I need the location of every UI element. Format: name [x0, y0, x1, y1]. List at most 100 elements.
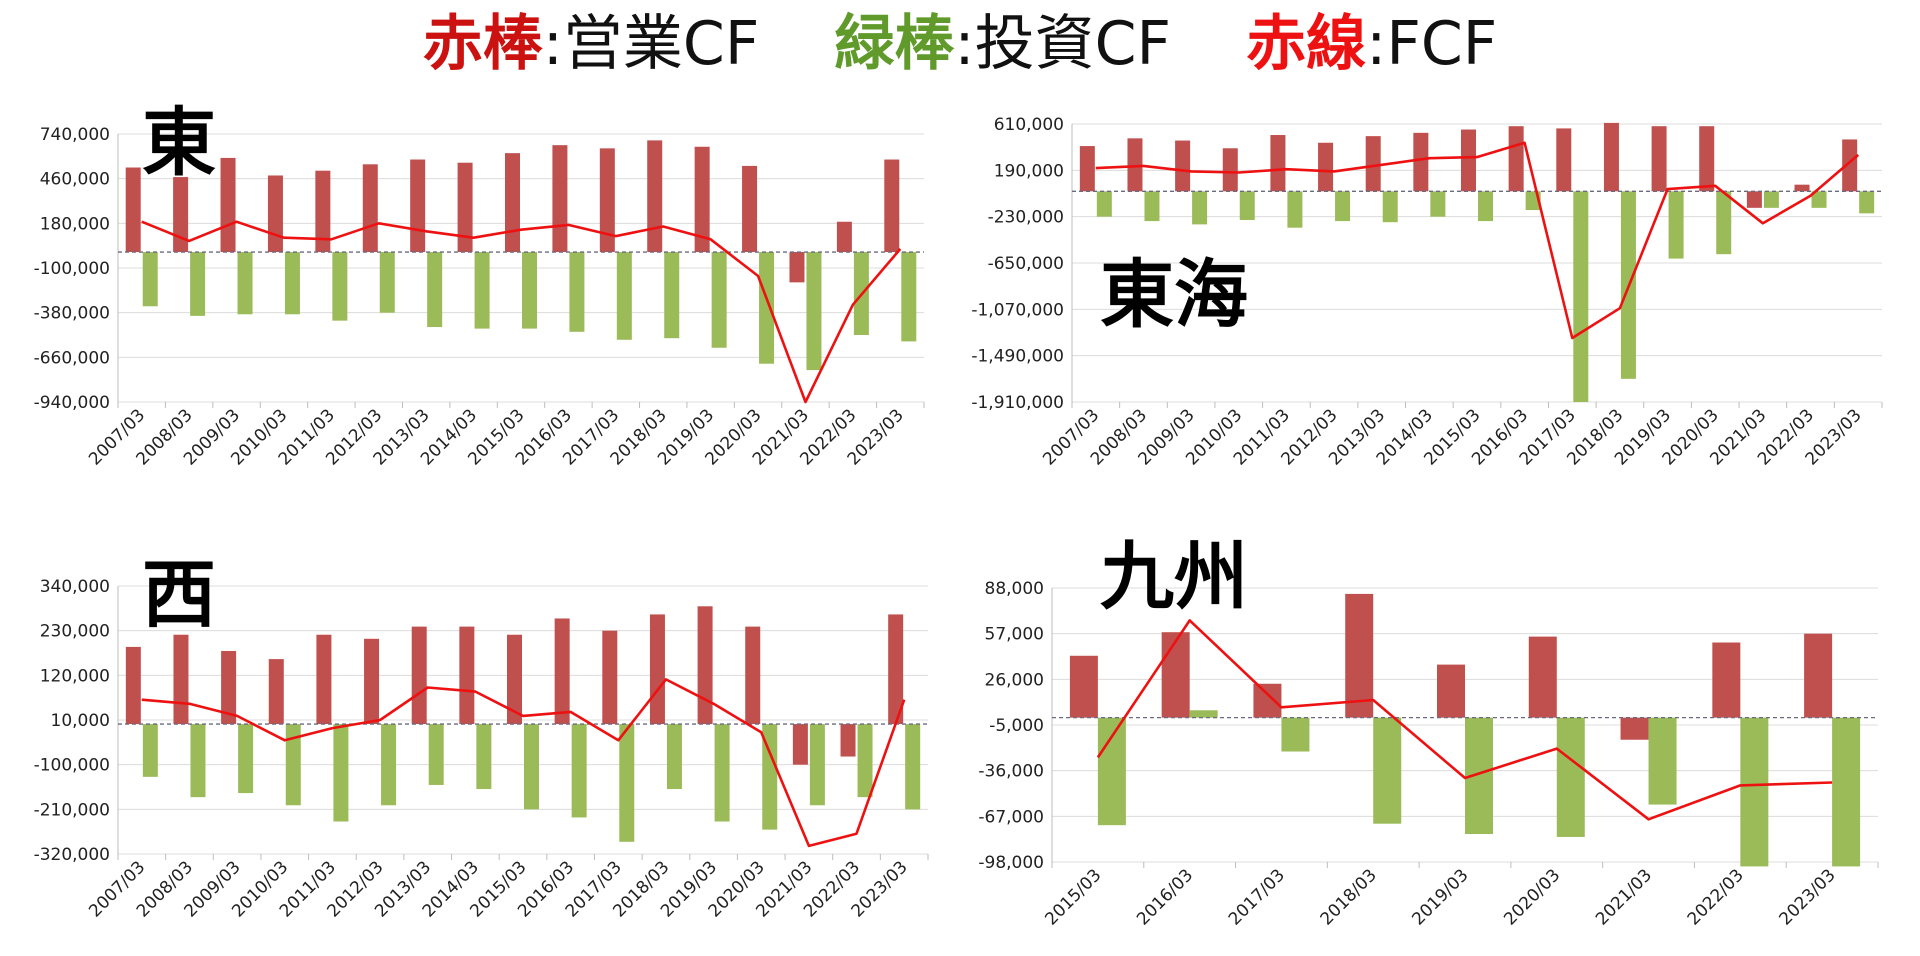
investing-cf-bar — [524, 724, 539, 810]
y-tick-label: -320,000 — [34, 845, 110, 865]
operating-cf-bar — [1161, 632, 1190, 718]
operating-cf-bar — [836, 221, 852, 253]
operating-cf-bar — [1508, 126, 1524, 192]
investing-cf-bar — [619, 724, 635, 842]
investing-cf-bar — [759, 252, 775, 364]
y-tick-label: 740,000 — [40, 125, 110, 145]
investing-cf-bar — [1373, 717, 1402, 824]
y-tick-label: -100,000 — [34, 756, 110, 776]
operating-cf-bar — [1556, 128, 1572, 192]
investing-cf-bar — [762, 724, 778, 830]
operating-cf-bar — [1620, 717, 1649, 740]
y-tick-label: 460,000 — [40, 170, 110, 190]
investing-cf-bar — [666, 724, 682, 790]
operating-cf-bar — [1842, 139, 1858, 192]
chart-west-svg: 340,000 230,000 120,000 10,000 -100,000 -210,… — [34, 577, 929, 921]
investing-cf-bar — [190, 252, 206, 316]
investing-cf-bar — [1430, 191, 1446, 217]
legend-investing: 緑棒:投資CF — [834, 9, 1171, 79]
operating-cf-bar — [1746, 191, 1762, 208]
y-tick-label: -100,000 — [34, 259, 110, 279]
investing-cf-bar — [1740, 717, 1769, 867]
operating-cf-bar — [647, 140, 663, 253]
operating-cf-bar — [268, 659, 284, 725]
operating-cf-bar — [1365, 136, 1381, 192]
x-tick-label: 2016/03 — [1133, 865, 1197, 929]
investing-cf-bar — [238, 724, 254, 794]
legend-investing-text: :投資CF — [954, 9, 1172, 79]
legend-fcf: 赤線:FCF — [1246, 9, 1497, 79]
y-tick-label: 180,000 — [40, 214, 110, 234]
operating-cf-bar — [459, 626, 475, 725]
operating-cf-bar — [173, 177, 189, 253]
operating-cf-bar — [1712, 642, 1741, 718]
operating-cf-bar — [1794, 184, 1810, 192]
operating-cf-bar — [173, 634, 189, 725]
investing-cf-bar — [427, 252, 443, 328]
y-tick-label: -1,910,000 — [971, 393, 1064, 413]
operating-cf-bar — [697, 606, 713, 725]
investing-cf-bar — [284, 252, 300, 315]
investing-cf-bar — [1189, 710, 1218, 718]
chart-west: 340,000 230,000 120,000 10,000 -100,000 -210,… — [0, 546, 960, 956]
x-tick-label: 2021/03 — [1592, 865, 1656, 929]
y-tick-label: -36,000 — [978, 762, 1044, 782]
operating-cf-bar — [316, 634, 332, 725]
y-tick-label: -230,000 — [988, 208, 1064, 228]
operating-cf-bar — [1699, 126, 1715, 192]
investing-cf-bar — [1287, 191, 1303, 228]
operating-cf-bar — [1528, 636, 1557, 718]
y-tick-label: -1,490,000 — [971, 347, 1064, 367]
investing-cf-bar — [809, 724, 825, 806]
investing-cf-bar — [428, 724, 444, 785]
investing-cf-bar — [333, 724, 349, 822]
y-tick-label: 190,000 — [994, 161, 1064, 181]
operating-cf-bar — [599, 148, 615, 253]
chart-tokai-svg: 610,000 190,000 -230,000 -650,000 -1,070,000… — [971, 115, 1883, 469]
investing-cf-bar — [522, 252, 537, 329]
operating-cf-bar — [410, 159, 426, 253]
x-tick-label: 2019/03 — [1408, 865, 1472, 929]
operating-cf-bar — [1461, 129, 1476, 192]
operating-cf-bar — [315, 170, 331, 253]
x-tick-label: 2022/03 — [1684, 865, 1748, 929]
legend-investing-key: 緑棒 — [834, 9, 955, 79]
operating-cf-bar — [1437, 664, 1465, 718]
x-tick-label: 2023/03 — [1776, 865, 1840, 929]
operating-cf-bar — [1804, 633, 1833, 718]
chart-kyushu: 88,000 57,000 26,000 -5,000 -36,000 -67,000 -9… — [960, 536, 1920, 956]
operating-cf-bar — [1603, 122, 1619, 192]
operating-cf-bar — [364, 638, 380, 725]
investing-cf-bar — [806, 252, 822, 371]
operating-cf-bar — [505, 153, 520, 253]
operating-cf-bar — [742, 165, 758, 253]
operating-cf-bar — [1270, 135, 1286, 192]
investing-cf-bar — [1573, 191, 1589, 402]
legend-header: 赤棒:営業CF 緑棒:投資CF 赤線:FCF — [0, 0, 1920, 88]
investing-cf-bar — [664, 252, 680, 339]
y-tick-label: 10,000 — [51, 711, 110, 731]
investing-cf-bar — [571, 724, 587, 818]
operating-cf-bar — [362, 164, 378, 253]
operating-cf-bar — [1127, 138, 1143, 192]
operating-cf-bar — [840, 724, 856, 757]
operating-cf-bar — [457, 162, 473, 253]
operating-cf-bar — [125, 646, 141, 725]
investing-cf-bar — [569, 252, 585, 332]
y-tick-label: -380,000 — [34, 304, 110, 324]
legend-fcf-key: 赤線 — [1246, 9, 1367, 79]
operating-cf-bar — [1318, 142, 1334, 192]
y-tick-label: 88,000 — [985, 579, 1044, 599]
investing-cf-bar — [901, 252, 917, 342]
operating-cf-bar — [267, 175, 283, 253]
chart-kyushu-svg: 88,000 57,000 26,000 -5,000 -36,000 -67,000 -9… — [978, 579, 1879, 929]
legend-operating-text: :営業CF — [542, 9, 760, 79]
investing-cf-bar — [1097, 717, 1126, 826]
investing-cf-bar — [1478, 191, 1493, 222]
investing-cf-bar — [711, 252, 727, 348]
operating-cf-bar — [411, 626, 427, 725]
operating-cf-bar — [552, 145, 568, 253]
investing-cf-bar — [857, 724, 873, 798]
operating-cf-bar — [1413, 132, 1429, 192]
operating-cf-bar — [507, 634, 522, 725]
